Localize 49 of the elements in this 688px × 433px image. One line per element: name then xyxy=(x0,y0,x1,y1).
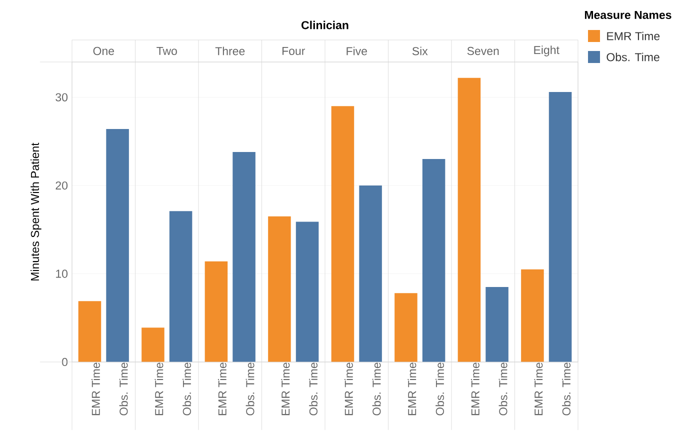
y-axis-title: Minutes Spent With Patient xyxy=(30,142,42,280)
text: EMR Time xyxy=(218,362,226,416)
bar xyxy=(142,328,164,362)
legend-label: Obs. Time xyxy=(606,52,660,62)
text: EMR Time xyxy=(281,362,290,416)
x-tick-label: One xyxy=(93,46,114,56)
x-tick-label: Seven xyxy=(467,46,499,56)
text: Obs. Time xyxy=(562,362,571,416)
bar xyxy=(268,216,291,362)
text: EMR Time xyxy=(470,362,480,416)
x-axis-title: Clinician xyxy=(302,20,348,30)
bar xyxy=(169,211,192,362)
bar xyxy=(521,269,544,362)
bar xyxy=(486,286,508,362)
y-tick-label: 30 xyxy=(56,93,68,102)
text: EMR Time xyxy=(154,362,164,416)
y-tick-label: 0 xyxy=(62,358,68,366)
bar xyxy=(78,301,102,362)
legend-title: Measure Names xyxy=(584,10,672,19)
bar xyxy=(106,129,129,362)
bar xyxy=(296,222,319,362)
text: EMR Time xyxy=(408,362,416,416)
x-tick-label: Six xyxy=(412,46,428,56)
text: Obs. Time xyxy=(372,362,381,416)
y-tick-label: 20 xyxy=(56,181,68,190)
x-tick-label: Eight xyxy=(534,46,560,56)
bar xyxy=(359,186,382,362)
bar xyxy=(422,159,446,362)
text: EMR Time xyxy=(92,362,100,416)
x-tick-label: Four xyxy=(282,46,306,56)
text: Obs. Time xyxy=(436,362,444,416)
bar xyxy=(394,293,418,362)
bar xyxy=(204,261,228,362)
text: Obs. Time xyxy=(182,362,192,416)
bar xyxy=(548,92,572,362)
bar xyxy=(331,106,354,362)
text: Obs. Time xyxy=(309,362,318,416)
x-tick-label: Five xyxy=(346,46,367,56)
text: Obs. Time xyxy=(498,362,508,416)
legend-label: EMR Time xyxy=(607,32,660,40)
text: Obs. Time xyxy=(246,362,254,416)
x-tick-label: Two xyxy=(156,46,177,56)
text: EMR Time xyxy=(534,362,543,416)
x-tick-label: Three xyxy=(215,46,245,56)
bar xyxy=(458,78,481,362)
y-tick-label: 10 xyxy=(56,270,68,278)
text: EMR Time xyxy=(344,362,353,416)
text: Obs. Time xyxy=(119,362,128,416)
bar xyxy=(232,152,256,362)
